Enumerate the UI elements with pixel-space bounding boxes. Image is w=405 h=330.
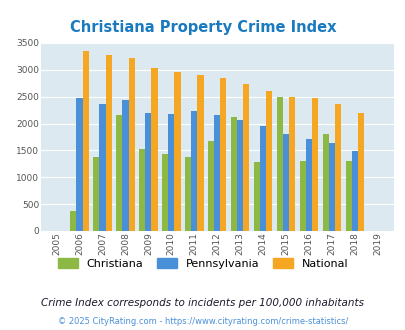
Bar <box>105 55 111 231</box>
Bar <box>185 157 191 231</box>
Bar <box>116 115 122 231</box>
Bar <box>276 97 282 231</box>
Bar <box>299 161 305 231</box>
Bar <box>253 162 259 231</box>
Bar <box>162 153 168 231</box>
Bar <box>334 104 340 231</box>
Bar <box>311 98 318 231</box>
Legend: Christiana, Pennsylvania, National: Christiana, Pennsylvania, National <box>53 254 352 273</box>
Bar <box>259 126 266 231</box>
Bar <box>99 104 105 231</box>
Bar <box>76 98 83 231</box>
Bar <box>237 120 243 231</box>
Bar <box>151 68 157 231</box>
Bar <box>83 51 89 231</box>
Bar <box>220 78 226 231</box>
Bar <box>207 141 213 231</box>
Bar <box>70 211 76 231</box>
Bar <box>191 111 197 231</box>
Bar <box>351 151 357 231</box>
Bar <box>122 100 128 231</box>
Bar <box>305 139 311 231</box>
Text: Crime Index corresponds to incidents per 100,000 inhabitants: Crime Index corresponds to incidents per… <box>41 298 364 308</box>
Bar <box>288 97 294 231</box>
Bar <box>322 134 328 231</box>
Bar <box>328 143 334 231</box>
Bar <box>230 116 237 231</box>
Bar <box>345 161 351 231</box>
Text: Christiana Property Crime Index: Christiana Property Crime Index <box>70 20 335 35</box>
Bar <box>282 134 288 231</box>
Bar <box>139 149 145 231</box>
Bar <box>168 114 174 231</box>
Bar <box>145 113 151 231</box>
Bar <box>174 73 180 231</box>
Text: © 2025 CityRating.com - https://www.cityrating.com/crime-statistics/: © 2025 CityRating.com - https://www.city… <box>58 317 347 326</box>
Bar <box>243 84 249 231</box>
Bar <box>357 113 363 231</box>
Bar <box>93 157 99 231</box>
Bar <box>213 115 220 231</box>
Bar <box>266 91 272 231</box>
Bar <box>197 75 203 231</box>
Bar <box>128 58 134 231</box>
